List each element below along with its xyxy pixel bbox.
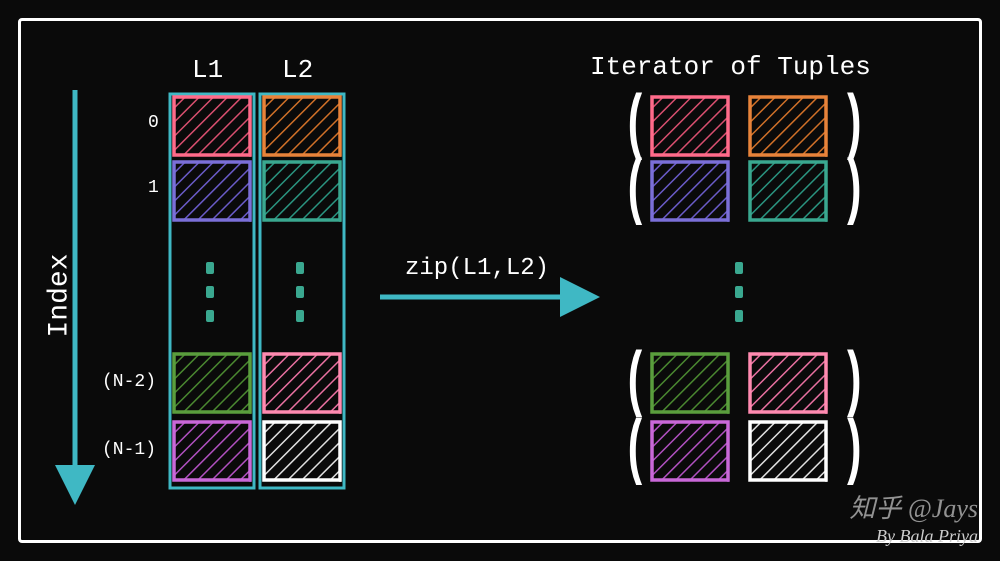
cell-l1-0 xyxy=(172,95,252,157)
tick-0: 0 xyxy=(148,113,159,133)
cell-l1-3 xyxy=(172,420,252,482)
tick-1: 1 xyxy=(148,178,159,198)
cell-t2-0 xyxy=(748,95,828,157)
cell-l2-0 xyxy=(262,95,342,157)
dots-tuples xyxy=(735,262,743,322)
dots-l2 xyxy=(296,262,304,322)
zip-arrow xyxy=(375,285,605,315)
cell-t1-0 xyxy=(650,95,730,157)
index-label: Index xyxy=(45,253,76,337)
watermark: 知乎 @Jays xyxy=(849,488,978,525)
tick-n1: (N-1) xyxy=(102,440,156,460)
zip-label: zip(L1,L2) xyxy=(405,255,549,282)
paren-close-3: ) xyxy=(841,410,867,492)
header-l2: L2 xyxy=(282,55,313,85)
header-l1: L1 xyxy=(192,55,223,85)
cell-t1-2 xyxy=(650,352,730,414)
cell-l2-3 xyxy=(262,420,342,482)
cell-t1-1 xyxy=(650,160,730,222)
cell-t2-2 xyxy=(748,352,828,414)
paren-open-1: ( xyxy=(623,150,649,232)
cell-l1-1 xyxy=(172,160,252,222)
dots-l1 xyxy=(206,262,214,322)
tick-n2: (N-2) xyxy=(102,372,156,392)
cell-l2-1 xyxy=(262,160,342,222)
credit: By Bala Priya xyxy=(876,526,978,547)
cell-l1-2 xyxy=(172,352,252,414)
header-result: Iterator of Tuples xyxy=(590,52,871,82)
cell-t2-1 xyxy=(748,160,828,222)
cell-l2-2 xyxy=(262,352,342,414)
cell-t2-3 xyxy=(748,420,828,482)
paren-close-1: ) xyxy=(841,150,867,232)
paren-open-3: ( xyxy=(623,410,649,492)
cell-t1-3 xyxy=(650,420,730,482)
